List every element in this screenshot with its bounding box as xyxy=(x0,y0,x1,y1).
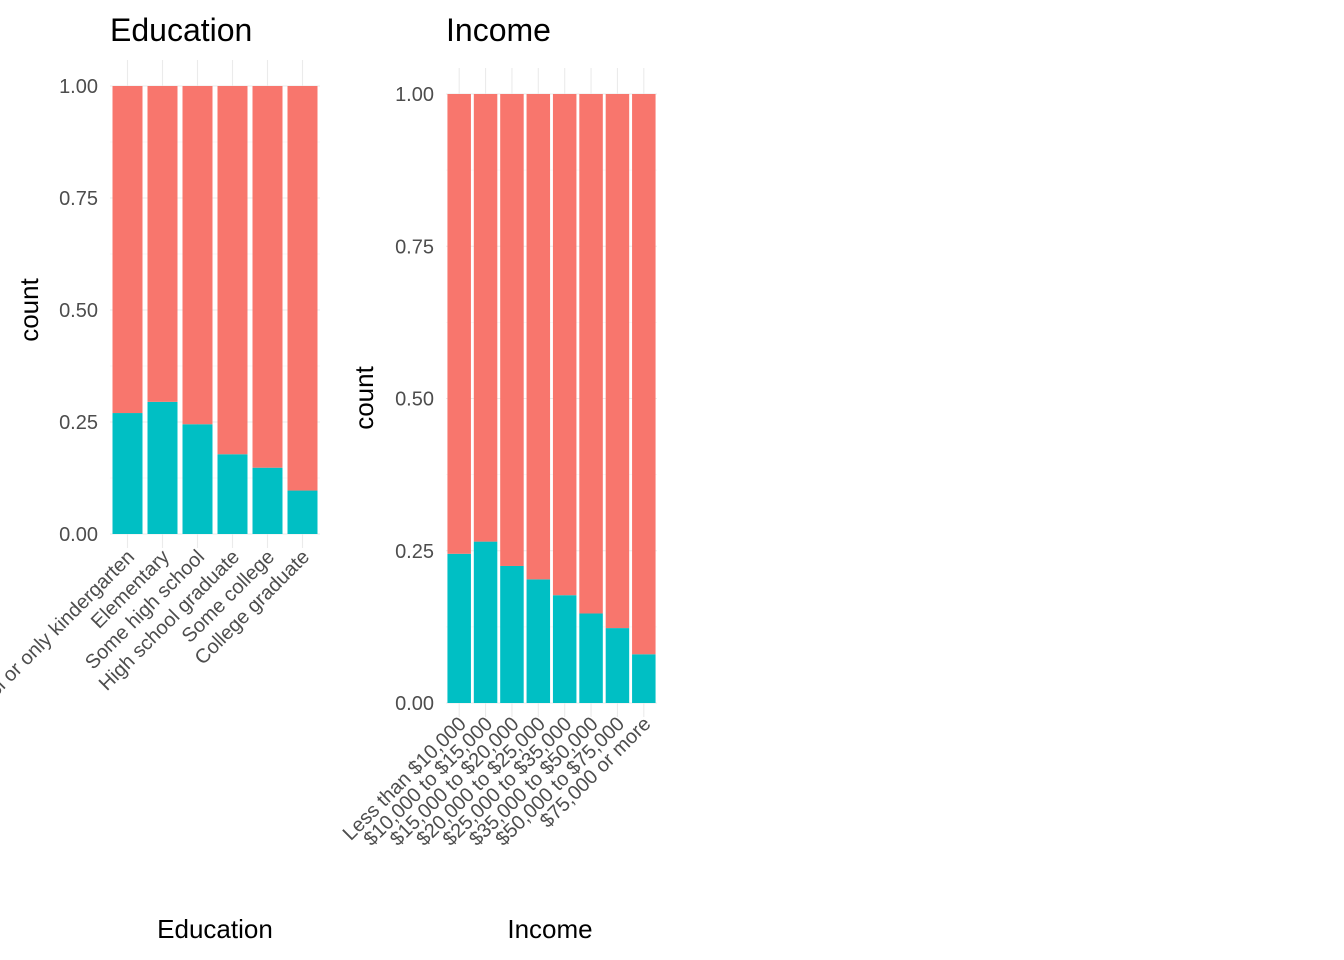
education-y-tick-label: 0.25 xyxy=(59,412,98,434)
income-bar-segment-low xyxy=(579,613,603,703)
education-x-axis-title: Education xyxy=(157,914,273,944)
income-bar-segment-high xyxy=(500,94,524,566)
education-bar-segment-low xyxy=(147,401,178,534)
income-bar-segment-low xyxy=(447,553,471,703)
income-bar-segment-low xyxy=(632,654,656,703)
income-x-axis-title: Income xyxy=(507,914,592,944)
education-chart-title: Education xyxy=(110,12,252,48)
education-y-tick-label: 0.00 xyxy=(59,524,98,546)
education-bar-segment-high xyxy=(217,86,248,455)
income-bar-segment-low xyxy=(500,565,524,703)
education-bar-segment-low xyxy=(287,490,318,534)
income-y-tick-label: 0.50 xyxy=(395,389,434,411)
income-bar-segment-high xyxy=(552,94,577,596)
income-y-tick-label: 0.00 xyxy=(395,693,434,715)
education-chart: Education count Education 0.00 0.25 0.50 0.… xyxy=(0,12,320,944)
income-bar-segment-low xyxy=(473,541,498,703)
income-y-tick-label: 0.75 xyxy=(395,236,434,258)
income-y-tick-label: 1.00 xyxy=(395,84,434,106)
education-bar-segment-low xyxy=(182,424,213,534)
education-y-tick-label: 0.75 xyxy=(59,188,98,210)
income-y-axis-title: count xyxy=(349,365,379,429)
income-y-tick-label: 0.25 xyxy=(395,541,434,563)
income-bar-segment-low xyxy=(552,595,577,703)
education-bar-segment-high xyxy=(112,86,143,414)
income-bar-segment-high xyxy=(632,94,656,655)
income-chart: Income count Income 0.00 0.25 0.50 0.75 1.00… xyxy=(339,12,657,944)
income-bar-segment-high xyxy=(447,94,471,554)
income-bar-segment-high xyxy=(473,94,498,542)
income-bar-segment-high xyxy=(526,94,551,580)
education-bar-segment-high xyxy=(252,86,283,468)
education-bar-segment-low xyxy=(217,454,248,534)
education-y-tick-label: 0.50 xyxy=(59,300,98,322)
education-bar-segment-high xyxy=(182,86,213,425)
income-bar-segment-high xyxy=(605,94,630,629)
income-chart-title: Income xyxy=(446,12,551,48)
education-y-tick-label: 1.00 xyxy=(59,76,98,98)
education-bar-segment-low xyxy=(252,467,283,534)
income-bar-segment-low xyxy=(605,628,630,703)
education-bar-segment-high xyxy=(147,86,178,402)
income-bar-segment-low xyxy=(526,579,551,703)
education-bar-segment-high xyxy=(287,86,318,491)
income-bar-segment-high xyxy=(579,94,603,614)
education-y-axis-title: count xyxy=(14,277,44,341)
education-bar-segment-low xyxy=(112,413,143,534)
